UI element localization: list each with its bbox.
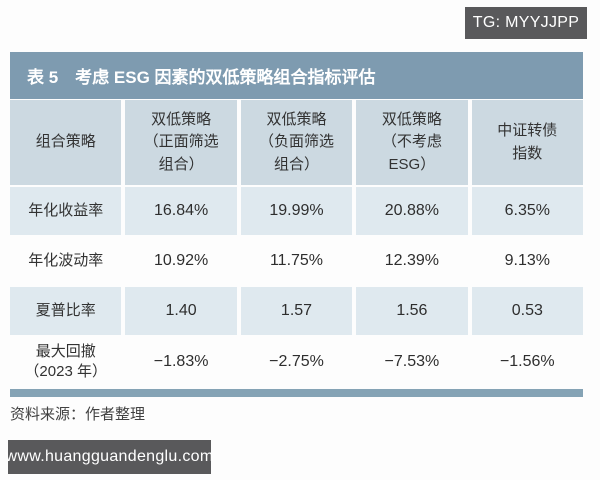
value-cell: −1.83% (125, 337, 237, 387)
table-title: 表 5 考虑 ESG 因素的双低策略组合指标评估 (10, 52, 583, 99)
value-cell: 19.99% (240, 187, 353, 235)
value-cell: −7.53% (356, 337, 468, 387)
value-cell: 1.56 (356, 287, 468, 335)
value-cell: 20.88% (356, 187, 468, 235)
value-cell: 1.40 (125, 287, 237, 335)
row-label-sharpe-ratio: 夏普比率 (10, 287, 122, 335)
table-bottom-rule (10, 389, 583, 397)
value-cell: 0.53 (471, 287, 583, 335)
value-cell: 1.57 (240, 287, 353, 335)
row-label-annualized-volatility: 年化波动率 (10, 237, 122, 285)
value-cell: −1.56% (471, 337, 583, 387)
metrics-table: 组合策略 双低策略 （正面筛选 组合） 双低策略 （负面筛选 组合） 双低策略 … (10, 100, 583, 387)
col-header-positive-screen: 双低策略 （正面筛选 组合） (125, 100, 237, 185)
value-cell: 11.75% (240, 237, 353, 285)
value-cell: 9.13% (471, 237, 583, 285)
value-cell: 10.92% (125, 237, 237, 285)
value-cell: 12.39% (356, 237, 468, 285)
source-note: 资料来源：作者整理 (10, 406, 146, 423)
col-header-portfolio-strategy: 组合策略 (10, 100, 122, 185)
value-cell: 16.84% (125, 187, 237, 235)
col-header-negative-screen: 双低策略 （负面筛选 组合） (240, 100, 353, 185)
table-5-card: 表 5 考虑 ESG 因素的双低策略组合指标评估 组合策略 双低策略 （正面筛选… (10, 52, 583, 397)
col-header-no-esg: 双低策略 （不考虑 ESG） (356, 100, 468, 185)
col-header-csi-convertible-index: 中证转债 指数 (471, 100, 583, 185)
tg-watermark-badge: TG: MYYJJPP (465, 7, 587, 39)
value-cell: −2.75% (240, 337, 353, 387)
website-watermark-badge: www.huangguandenglu.com (6, 440, 213, 474)
row-label-max-drawdown-2023: 最大回撤 （2023 年） (10, 337, 122, 387)
row-label-annualized-return: 年化收益率 (10, 187, 122, 235)
value-cell: 6.35% (471, 187, 583, 235)
